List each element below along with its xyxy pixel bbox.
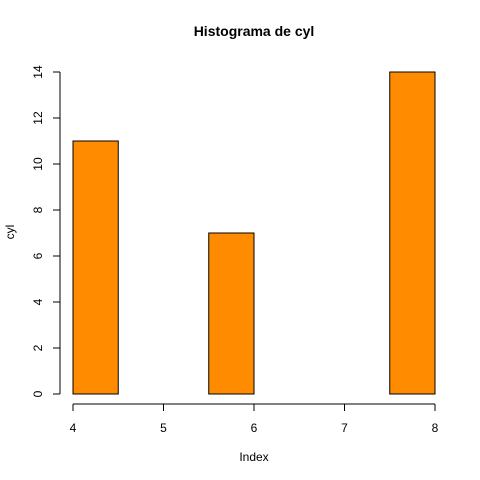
x-axis: 4 5 6 7 8 bbox=[70, 403, 439, 435]
y-tick-label: 12 bbox=[31, 111, 45, 125]
chart-title: Histograma de cyl bbox=[194, 23, 315, 39]
x-tick-label: 4 bbox=[70, 421, 77, 435]
y-tick-label: 14 bbox=[31, 65, 45, 79]
y-axis: 0 2 4 6 8 10 12 14 bbox=[31, 65, 61, 397]
x-tick-label: 5 bbox=[160, 421, 167, 435]
y-tick-label: 10 bbox=[31, 157, 45, 171]
y-axis-label: cyl bbox=[3, 225, 17, 240]
y-tick-label: 6 bbox=[31, 252, 45, 259]
y-tick-label: 0 bbox=[31, 390, 45, 397]
x-tick-label: 6 bbox=[251, 421, 258, 435]
x-tick-label: 8 bbox=[432, 421, 439, 435]
y-tick-label: 8 bbox=[31, 206, 45, 213]
histogram-bar-0 bbox=[72, 140, 119, 395]
histogram-bar-3 bbox=[208, 232, 255, 395]
histogram-bar-7 bbox=[389, 71, 436, 395]
x-axis-label: Index bbox=[239, 450, 268, 464]
y-tick-label: 2 bbox=[31, 344, 45, 351]
bars-group bbox=[72, 71, 436, 395]
x-tick-label: 7 bbox=[341, 421, 348, 435]
y-tick-label: 4 bbox=[31, 298, 45, 305]
